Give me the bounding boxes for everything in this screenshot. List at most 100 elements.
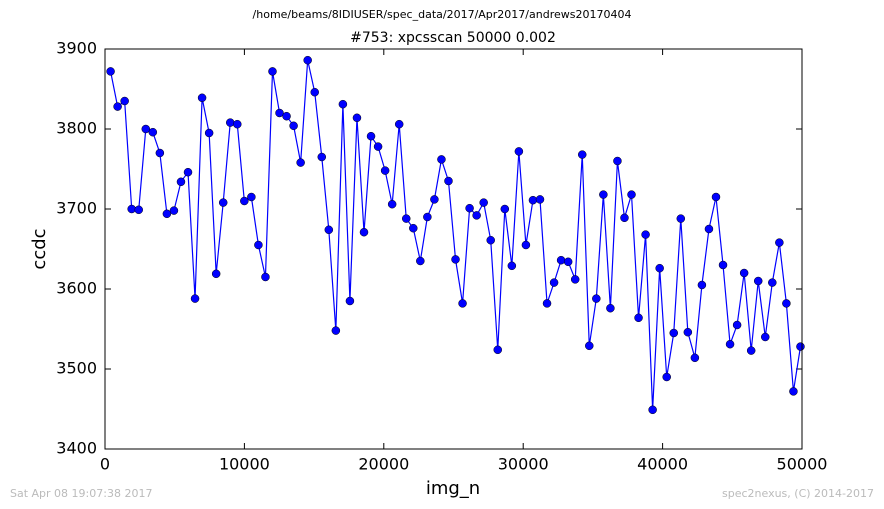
y-axis-label: ccdc xyxy=(29,228,50,269)
data-point xyxy=(570,275,580,284)
data-point xyxy=(627,190,636,199)
y-tick-label: 3700 xyxy=(56,199,97,218)
plot-frame xyxy=(104,48,803,450)
data-point xyxy=(711,192,721,202)
data-point xyxy=(500,204,510,214)
data-point xyxy=(169,206,179,215)
data-point xyxy=(542,299,552,308)
data-point xyxy=(676,214,686,223)
data-point xyxy=(451,255,460,264)
data-point xyxy=(486,235,495,245)
data-point xyxy=(394,119,404,129)
data-point xyxy=(761,332,770,342)
data-point xyxy=(303,55,312,65)
data-point xyxy=(662,372,671,382)
data-point xyxy=(577,150,587,159)
data-point xyxy=(620,213,629,223)
data-point xyxy=(648,405,657,415)
data-point xyxy=(155,148,165,158)
data-point xyxy=(366,131,376,141)
y-tick-label: 3500 xyxy=(56,359,97,378)
data-point xyxy=(162,209,172,219)
data-point xyxy=(430,195,439,204)
data-point xyxy=(373,142,383,151)
data-point xyxy=(380,166,390,175)
data-point xyxy=(317,152,327,162)
x-tick-label: 20000 xyxy=(358,455,409,474)
data-point xyxy=(472,211,481,220)
data-point xyxy=(732,320,742,330)
data-point xyxy=(190,294,200,303)
data-point xyxy=(331,326,341,335)
data-point xyxy=(634,313,643,323)
x-tick-label: 10000 xyxy=(219,455,270,474)
data-point xyxy=(345,296,355,306)
data-point xyxy=(261,272,270,282)
data-point xyxy=(416,256,425,266)
data-point xyxy=(613,156,622,166)
data-point xyxy=(106,67,115,76)
data-point xyxy=(296,158,305,167)
data-point xyxy=(141,124,151,134)
data-point xyxy=(592,294,601,303)
x-tick-label: 50000 xyxy=(777,455,828,474)
data-point xyxy=(669,328,679,338)
data-point xyxy=(768,278,777,287)
chart-title: #753: xpcsscan 50000 0.002 xyxy=(350,30,556,46)
data-point xyxy=(324,225,334,235)
data-point xyxy=(275,108,284,118)
data-point xyxy=(796,342,805,351)
data-point xyxy=(690,353,700,363)
data-point xyxy=(218,198,228,207)
y-tick-label: 3600 xyxy=(56,279,97,298)
data-point xyxy=(148,127,158,137)
data-point xyxy=(437,155,446,164)
data-point xyxy=(697,280,707,290)
data-point xyxy=(528,195,538,205)
y-tick-label: 3400 xyxy=(56,439,97,458)
data-point xyxy=(183,167,193,177)
data-point xyxy=(718,260,728,270)
data-point xyxy=(465,203,474,213)
data-point xyxy=(289,121,298,131)
data-point xyxy=(782,299,791,308)
data-point xyxy=(585,341,594,351)
data-point xyxy=(507,261,517,271)
data-point xyxy=(549,278,559,287)
footer-right: spec2nexus, (C) 2014-2017 xyxy=(722,487,874,500)
footer-left: Sat Apr 08 19:07:38 2017 xyxy=(10,487,152,500)
data-point xyxy=(240,196,249,206)
data-point xyxy=(458,299,467,308)
data-point xyxy=(226,118,235,127)
data-point xyxy=(683,327,693,337)
data-point xyxy=(254,240,263,250)
data-point xyxy=(120,96,129,106)
data-point xyxy=(127,204,136,214)
y-tick-label: 3800 xyxy=(56,119,97,138)
data-point xyxy=(521,240,531,250)
data-point xyxy=(176,177,186,187)
data-point xyxy=(775,238,784,247)
data-point xyxy=(535,195,545,204)
data-point xyxy=(352,113,362,123)
data-point xyxy=(197,93,207,103)
data-point xyxy=(746,346,756,355)
data-point xyxy=(599,190,608,199)
y-tick-label: 3900 xyxy=(56,39,97,58)
data-point xyxy=(725,339,735,349)
data-point xyxy=(310,87,319,97)
data-point xyxy=(514,147,524,156)
x-tick-label: 0 xyxy=(100,455,110,474)
x-axis-label: img_n xyxy=(426,478,480,499)
data-point xyxy=(479,198,488,207)
data-point xyxy=(641,230,650,239)
data-point xyxy=(409,223,418,233)
data-point xyxy=(444,176,453,186)
data-point xyxy=(338,99,348,109)
data-point xyxy=(556,255,566,265)
suptitle: /home/beams/8IDIUSER/spec_data/2017/Apr2… xyxy=(253,8,632,21)
data-point xyxy=(359,227,369,237)
data-point xyxy=(493,345,503,355)
